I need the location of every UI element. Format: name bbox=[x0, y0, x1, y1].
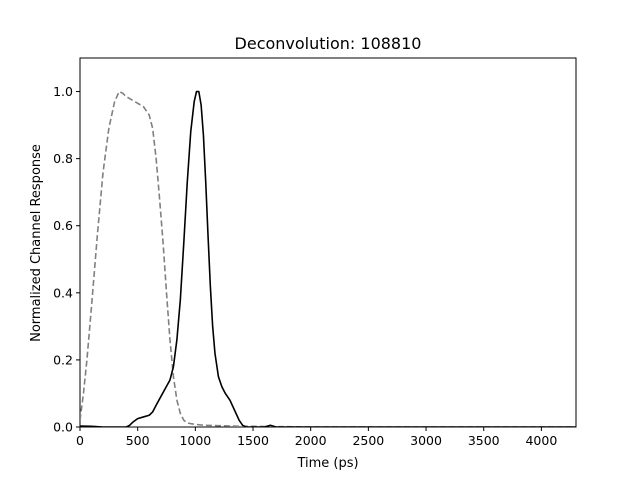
x-tick-label: 0 bbox=[76, 433, 84, 448]
y-tick-label: 0.6 bbox=[53, 218, 73, 233]
x-tick-label: 3000 bbox=[410, 433, 442, 448]
series-line-solid bbox=[80, 90, 576, 427]
y-tick-label: 0.8 bbox=[53, 151, 73, 166]
chart-title: Deconvolution: 108810 bbox=[235, 34, 422, 53]
x-tick-label: 3500 bbox=[468, 433, 500, 448]
x-tick-label: 1500 bbox=[237, 433, 269, 448]
x-axis-label: Time (ps) bbox=[296, 456, 358, 471]
plot-area bbox=[79, 57, 577, 428]
x-tick-label: 1000 bbox=[179, 433, 211, 448]
x-tick-label: 4000 bbox=[525, 433, 557, 448]
y-tick-label: 0.2 bbox=[53, 352, 73, 367]
y-tick-label: 0.0 bbox=[53, 420, 73, 435]
y-tick-label: 0.4 bbox=[53, 285, 73, 300]
x-tick-label: 500 bbox=[126, 433, 150, 448]
series-layer bbox=[80, 90, 576, 427]
y-axis-label: Normalized Channel Response bbox=[29, 144, 44, 342]
series-line-dashed bbox=[80, 90, 576, 427]
x-axis: 0 500 1000 1500 2000 2500 3000 3500 4000 bbox=[76, 427, 557, 448]
x-tick-label: 2500 bbox=[352, 433, 384, 448]
plot-frame bbox=[79, 57, 577, 428]
y-tick-label: 1.0 bbox=[53, 84, 73, 99]
y-axis: 0.0 0.2 0.4 0.6 0.8 1.0 bbox=[53, 84, 80, 435]
x-tick-label: 2000 bbox=[295, 433, 327, 448]
